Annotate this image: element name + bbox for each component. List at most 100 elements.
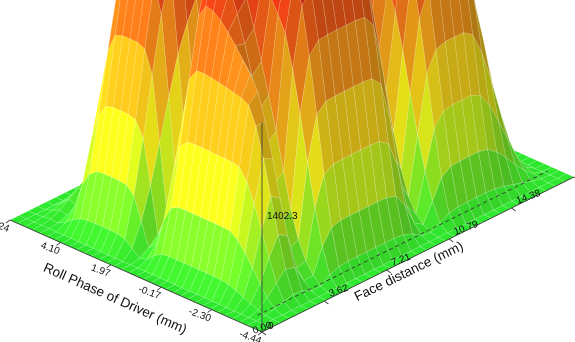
surface-cell bbox=[300, 0, 306, 7]
surface-cell bbox=[364, 16, 382, 85]
surface-cell bbox=[243, 267, 261, 305]
surface-cell bbox=[301, 0, 319, 57]
surface-cell bbox=[144, 254, 163, 276]
y-tick-label: -2.30 bbox=[187, 306, 213, 324]
surface-cell bbox=[391, 0, 398, 13]
surface-cell bbox=[473, 0, 484, 42]
surface-cell bbox=[161, 0, 179, 98]
surface-cell bbox=[353, 81, 371, 151]
surface-cell bbox=[122, 0, 136, 40]
x-axis-line bbox=[261, 176, 575, 333]
y-tick-label: 6.24 bbox=[0, 218, 11, 235]
surface-cell bbox=[366, 247, 384, 270]
y-tick-mark bbox=[106, 264, 112, 269]
surface-cell bbox=[349, 210, 367, 257]
surface-cell bbox=[472, 34, 490, 106]
surface-cell bbox=[419, 0, 437, 74]
x-tick-mark bbox=[324, 300, 329, 305]
surface-cell bbox=[111, 110, 129, 181]
y-axis-line bbox=[9, 219, 263, 333]
surface-cell bbox=[325, 95, 343, 165]
surface-cell bbox=[342, 0, 356, 26]
surface-cell bbox=[205, 223, 224, 277]
y-tick-mark bbox=[257, 331, 263, 336]
y-tick-label: -0.17 bbox=[137, 284, 163, 302]
x-tick-mark bbox=[386, 269, 392, 274]
surface-cell bbox=[369, 141, 387, 203]
surface-cell bbox=[265, 308, 283, 320]
surface-cell bbox=[416, 0, 426, 19]
surface-cell bbox=[489, 104, 507, 158]
surface-cell bbox=[168, 207, 187, 261]
surface-cell bbox=[340, 215, 358, 262]
surface-cell bbox=[283, 294, 301, 311]
surface-cell bbox=[137, 0, 152, 50]
surface-cell bbox=[463, 32, 481, 96]
z-tick-label: 1402.3 bbox=[267, 211, 298, 222]
y-tick-mark bbox=[207, 309, 212, 313]
surface-cell bbox=[127, 41, 146, 121]
surface-cell bbox=[406, 205, 424, 225]
surface-cell bbox=[459, 155, 477, 203]
surface-cell bbox=[276, 268, 294, 302]
surface-cell bbox=[120, 38, 138, 115]
surface-cell bbox=[157, 0, 165, 15]
surface-cell bbox=[395, 195, 413, 236]
surface-cell bbox=[167, 259, 185, 285]
surface-mesh bbox=[9, 0, 575, 333]
surface-cell bbox=[345, 20, 363, 88]
surface-cell bbox=[498, 120, 516, 165]
surface-cell bbox=[432, 176, 450, 224]
surface-cell bbox=[198, 0, 208, 17]
surface-cell bbox=[181, 266, 200, 292]
surface-cell bbox=[362, 78, 380, 146]
surface-cell bbox=[404, 204, 422, 236]
surface-cell bbox=[322, 226, 340, 276]
surface-cell bbox=[361, 0, 374, 26]
surface-cell bbox=[415, 171, 433, 226]
surface-cell bbox=[220, 0, 238, 33]
surface-cell bbox=[299, 55, 317, 163]
surface-cell bbox=[318, 34, 336, 102]
surface-cell bbox=[275, 33, 293, 172]
surface-cell bbox=[499, 111, 518, 157]
floor-guide-line bbox=[257, 170, 548, 316]
surface-cell bbox=[332, 0, 347, 31]
surface-cell bbox=[146, 220, 164, 261]
surface-cell bbox=[239, 105, 257, 183]
surface-cell bbox=[296, 260, 314, 282]
surface-cell bbox=[294, 267, 312, 292]
surface-cell bbox=[331, 219, 349, 267]
x-tick-mark bbox=[261, 331, 267, 336]
surface-cell bbox=[395, 0, 409, 51]
surface-cell bbox=[478, 148, 496, 194]
surface-cell bbox=[118, 113, 136, 186]
y-tick-label: 4.10 bbox=[39, 240, 61, 257]
y-tick-mark bbox=[5, 219, 11, 224]
surface-cell bbox=[253, 0, 271, 62]
surface-cell bbox=[347, 256, 366, 279]
surface-cell bbox=[452, 99, 470, 162]
surface-cell bbox=[277, 0, 291, 35]
y-tick-mark bbox=[156, 286, 162, 291]
surface-cell bbox=[218, 31, 236, 89]
surface-cell bbox=[271, 0, 281, 15]
x-tick-mark bbox=[448, 238, 454, 243]
surface-cell bbox=[507, 139, 525, 171]
surface-cell bbox=[307, 114, 325, 208]
surface-cell bbox=[170, 141, 188, 209]
surface-cell bbox=[435, 41, 453, 112]
surface-cell bbox=[48, 222, 67, 233]
surface-cell bbox=[429, 0, 446, 50]
surface-cell bbox=[255, 120, 273, 160]
y-tick-mark bbox=[56, 242, 61, 246]
surface-cell bbox=[487, 148, 505, 190]
surface-cell bbox=[320, 274, 338, 293]
surface-cell bbox=[388, 143, 406, 206]
z-tick-label: 0 bbox=[268, 321, 274, 332]
surface-cell bbox=[323, 163, 341, 229]
surface-cell bbox=[377, 197, 395, 244]
surface-cell bbox=[240, 74, 259, 106]
